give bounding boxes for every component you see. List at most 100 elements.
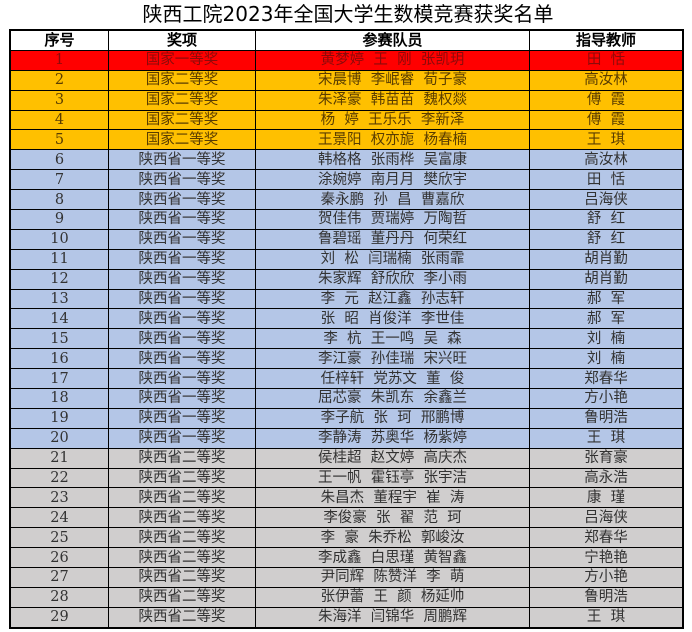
row-index: 13 <box>9 288 109 310</box>
row-award: 陕西省一等奖 <box>108 288 256 310</box>
row-award: 陕西省一等奖 <box>108 328 256 350</box>
row-advisor: 王 琪 <box>529 427 684 449</box>
row-index: 15 <box>9 328 109 350</box>
row-members: 侯桂超 赵文婷 高庆杰 <box>255 447 530 469</box>
row-index: 12 <box>9 268 109 290</box>
row-index: 7 <box>9 169 109 191</box>
header-members: 参赛队员 <box>255 29 530 51</box>
table-row: 6 陕西省一等奖 韩格格 张雨桦 吴富康 高汝林 <box>9 149 684 171</box>
table-row: 19 陕西省一等奖 李子航 张 珂 邢鹏博 鲁明浩 <box>9 407 684 429</box>
row-award: 陕西省一等奖 <box>108 368 256 390</box>
row-index: 21 <box>9 447 109 469</box>
row-members: 李 豪 朱乔松 郭峻汝 <box>255 527 530 549</box>
row-index: 14 <box>9 308 109 330</box>
row-members: 涂婉婷 南月月 樊欣宇 <box>255 169 530 191</box>
row-members: 秦永鹏 孙 昌 曹嘉欣 <box>255 189 530 211</box>
row-index: 29 <box>9 606 109 629</box>
table-row: 17 陕西省一等奖 任梓轩 党苏文 董 俊郑春华 <box>9 368 684 390</box>
table-row: 2 国家二等奖 宋晨博 李岷睿 荀子豪 高汝林 <box>9 69 684 91</box>
row-members: 黄梦婷 王 刚 张凯玥 <box>255 49 530 71</box>
row-award: 陕西省一等奖 <box>108 189 256 211</box>
row-advisor: 高汝林 <box>529 69 684 91</box>
row-advisor: 刘 楠 <box>529 348 684 370</box>
table-row: 28 陕西省二等奖 张伊蕾 王 颜 杨延帅 鲁明浩 <box>9 586 684 608</box>
row-advisor: 郑春华 <box>529 368 684 390</box>
award-table: 序号 奖项 参赛队员 指导教师 1 国家一等奖 黄梦婷 王 刚 张凯玥田 恬 2 国家二… <box>9 29 684 629</box>
row-award: 国家一等奖 <box>108 49 256 71</box>
table-row: 1 国家一等奖 黄梦婷 王 刚 张凯玥田 恬 <box>9 49 684 71</box>
row-advisor: 舒 红 <box>529 209 684 230</box>
row-advisor: 郝 军 <box>529 288 684 310</box>
table-row: 14 陕西省一等奖张 昭 肖俊洋 李世佳郝 军 <box>9 308 684 330</box>
row-index: 6 <box>9 149 109 171</box>
row-advisor: 方小艳 <box>529 567 684 588</box>
table-row: 8 陕西省一等奖 秦永鹏 孙 昌 曹嘉欣 吕海侠 <box>9 189 684 211</box>
row-index: 28 <box>9 586 109 608</box>
row-members: 李俊豪 张 翟 范 珂 <box>255 507 530 529</box>
row-advisor: 傅 霞 <box>529 109 684 131</box>
row-index: 17 <box>9 368 109 390</box>
table-row: 24 陕西省二等奖 李俊豪 张 翟 范 珂吕海侠 <box>9 507 684 529</box>
row-award: 陕西省二等奖 <box>108 447 256 469</box>
row-index: 23 <box>9 487 109 509</box>
row-award: 陕西省一等奖 <box>108 427 256 449</box>
row-index: 2 <box>9 69 109 91</box>
row-advisor: 胡肖勤 <box>529 268 684 290</box>
row-advisor: 胡肖勤 <box>529 248 684 270</box>
row-members: 刘 松 闫瑞楠 张雨霏 <box>255 248 530 270</box>
table-row: 11 陕西省一等奖刘 松 闫瑞楠 张雨霏 胡肖勤 <box>9 248 684 270</box>
row-index: 25 <box>9 527 109 549</box>
row-award: 陕西省一等奖 <box>108 407 256 429</box>
row-advisor: 方小艳 <box>529 388 684 409</box>
row-index: 20 <box>9 427 109 449</box>
row-award: 陕西省二等奖 <box>108 586 256 608</box>
page-title: 陕西工院2023年全国大学生数模竞赛获奖名单 <box>142 2 554 26</box>
row-members: 屈芯豪 朱凯东 余鑫兰 <box>255 388 530 409</box>
table-row: 29 陕西省二等奖 朱海洋 闫锦华 周鹏辉王 琪 <box>9 606 684 629</box>
row-award: 国家二等奖 <box>108 129 256 151</box>
row-index: 9 <box>9 209 109 230</box>
row-members: 王一帆 霍钰亭 张宇洁 <box>255 467 530 489</box>
row-members: 朱昌杰 董程宇 崔 涛 <box>255 487 530 509</box>
table-row: 12 陕西省一等奖 朱家辉 舒欣欣 李小雨 胡肖勤 <box>9 268 684 290</box>
row-award: 陕西省一等奖 <box>108 308 256 330</box>
row-members: 朱泽豪 韩苗苗 魏权燚 <box>255 89 530 111</box>
row-award: 陕西省一等奖 <box>108 169 256 191</box>
table-row: 16 陕西省一等奖 李江豪 孙佳瑞 宋兴旺刘 楠 <box>9 348 684 370</box>
table-row: 10 陕西省一等奖 鲁碧瑶 董丹丹 何荣红舒 红 <box>9 228 684 250</box>
row-members: 李静涛 苏奥华 杨紫婷 <box>255 427 530 449</box>
table-row: 4 国家二等奖杨 婷 王乐乐 李新泽傅 霞 <box>9 109 684 131</box>
table-row: 22 陕西省二等奖 王一帆 霍钰亭 张宇洁 高永浩 <box>9 467 684 489</box>
row-advisor: 吕海侠 <box>529 189 684 211</box>
row-advisor: 吕海侠 <box>529 507 684 529</box>
table-row: 21 陕西省二等奖 侯桂超 赵文婷 高庆杰 张育豪 <box>9 447 684 469</box>
row-members: 尹同辉 陈赞洋 李 萌 <box>255 567 530 588</box>
row-award: 陕西省二等奖 <box>108 487 256 509</box>
table-row: 18 陕西省一等奖 屈芯豪 朱凯东 余鑫兰 方小艳 <box>9 388 684 409</box>
row-members: 李江豪 孙佳瑞 宋兴旺 <box>255 348 530 370</box>
row-award: 陕西省一等奖 <box>108 149 256 171</box>
table-row: 3 国家二等奖 朱泽豪 韩苗苗 魏权燚傅 霞 <box>9 89 684 111</box>
row-members: 李 杭 王一鸣 吴 森 <box>255 328 530 350</box>
row-advisor: 鲁明浩 <box>529 586 684 608</box>
row-index: 16 <box>9 348 109 370</box>
header-advisor: 指导教师 <box>529 29 684 51</box>
row-advisor: 刘 楠 <box>529 328 684 350</box>
row-index: 1 <box>9 49 109 71</box>
row-advisor: 宁艳艳 <box>529 547 684 569</box>
table-row: 25 陕西省二等奖李 豪 朱乔松 郭峻汝 郑春华 <box>9 527 684 549</box>
table-row: 23 陕西省二等奖 朱昌杰 董程宇 崔 涛康 瑾 <box>9 487 684 509</box>
row-advisor: 高永浩 <box>529 467 684 489</box>
table-row: 26 陕西省二等奖 李成鑫 白思瑾 黄智鑫 宁艳艳 <box>9 547 684 569</box>
row-award: 陕西省二等奖 <box>108 606 256 629</box>
row-advisor: 高汝林 <box>529 149 684 171</box>
header-award: 奖项 <box>108 29 256 51</box>
row-advisor: 田 恬 <box>529 49 684 71</box>
row-award: 陕西省二等奖 <box>108 567 256 588</box>
row-index: 8 <box>9 189 109 211</box>
row-award: 陕西省一等奖 <box>108 348 256 370</box>
row-members: 李 元 赵江鑫 孙志轩 <box>255 288 530 310</box>
row-award: 国家二等奖 <box>108 89 256 111</box>
table-row: 20 陕西省一等奖 李静涛 苏奥华 杨紫婷王 琪 <box>9 427 684 449</box>
row-members: 朱家辉 舒欣欣 李小雨 <box>255 268 530 290</box>
